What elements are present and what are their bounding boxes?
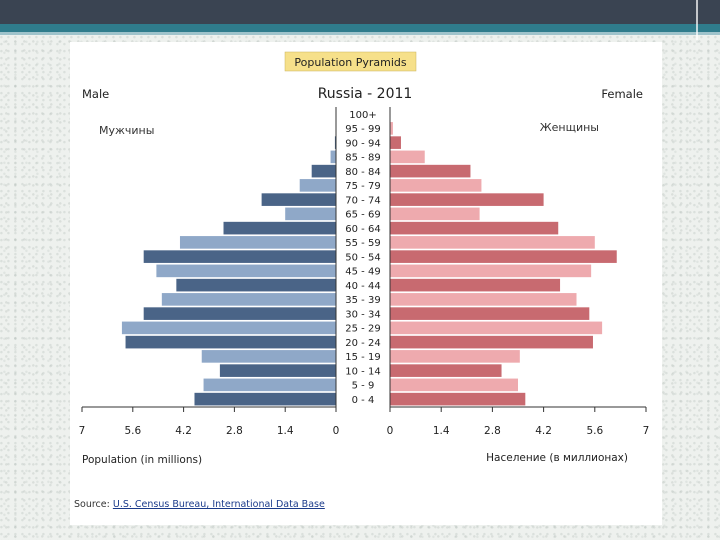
age-group-label: 85 - 89 xyxy=(345,153,380,164)
female-bar xyxy=(390,150,425,164)
age-group-label: 40 - 44 xyxy=(345,281,380,292)
male-bar xyxy=(285,207,336,221)
x-tick-label: 0 xyxy=(387,425,394,437)
female-bar xyxy=(390,350,520,363)
age-group-label: 45 - 49 xyxy=(345,267,380,278)
x-tick-label: 1.4 xyxy=(433,425,450,437)
female-bar xyxy=(390,136,401,149)
age-group-label: 100+ xyxy=(349,110,376,121)
x-axis-label-left: Population (in millions) xyxy=(82,454,202,466)
male-bar xyxy=(334,136,336,149)
female-bar xyxy=(390,364,502,377)
female-bar xyxy=(390,122,393,135)
age-group-label: 80 - 84 xyxy=(345,167,380,178)
male-bar xyxy=(179,236,336,249)
x-axis-label-right: Население (в миллионах) xyxy=(486,452,628,464)
female-bar xyxy=(390,221,559,235)
age-group-label: 25 - 29 xyxy=(345,324,380,335)
age-group-label: 30 - 34 xyxy=(345,309,380,320)
age-labels: 100+ 95 - 99 90 - 94 85 - 89 80 - 84 75 - 79 7… xyxy=(345,110,380,406)
female-bar xyxy=(390,321,603,335)
slide-corner-mark xyxy=(696,0,698,40)
x-tick-label: 5.6 xyxy=(124,425,141,437)
male-bar xyxy=(261,193,336,206)
female-bar xyxy=(390,378,518,392)
female-bar xyxy=(390,392,526,406)
male-bar xyxy=(223,221,336,235)
male-bar xyxy=(219,364,336,377)
male-bar xyxy=(161,293,336,306)
x-tick-label: 2.8 xyxy=(226,425,243,437)
age-group-label: 55 - 59 xyxy=(345,238,380,249)
x-tick-label: 4.2 xyxy=(535,425,552,437)
age-group-label: 35 - 39 xyxy=(345,295,380,306)
female-bar xyxy=(390,278,561,292)
female-bar xyxy=(390,164,471,178)
chart-panel: Population Pyramids Russia - 2011 Male F… xyxy=(70,42,662,525)
female-bar xyxy=(390,207,480,221)
age-group-label: 10 - 14 xyxy=(345,366,380,377)
age-group-label: 50 - 54 xyxy=(345,252,380,263)
population-pyramid-chart: Population Pyramids Russia - 2011 Male F… xyxy=(79,51,650,466)
male-bar xyxy=(125,335,336,349)
female-bar xyxy=(390,293,577,306)
male-bar xyxy=(156,264,336,278)
chart-title: Russia - 2011 xyxy=(318,86,413,102)
slide-top-bar xyxy=(0,0,720,24)
age-group-label: 0 - 4 xyxy=(352,395,375,406)
male-bar xyxy=(203,378,336,392)
age-group-label: 75 - 79 xyxy=(345,181,380,192)
header-badge: Population Pyramids xyxy=(294,56,406,69)
x-tick-label: 7 xyxy=(643,425,650,437)
source-link[interactable]: U.S. Census Bureau, International Data B… xyxy=(112,499,325,510)
right-sublabel: Женщины xyxy=(540,121,599,134)
female-bar xyxy=(390,179,482,192)
age-group-label: 65 - 69 xyxy=(345,210,380,221)
age-group-label: 90 - 94 xyxy=(345,138,380,149)
female-bar xyxy=(390,193,544,206)
male-bar xyxy=(201,350,336,363)
source-line: Source: U.S. Census Bureau, Internationa… xyxy=(74,499,325,510)
male-bar xyxy=(194,392,336,406)
female-bar xyxy=(390,236,595,249)
age-group-label: 95 - 99 xyxy=(345,124,380,135)
age-group-label: 60 - 64 xyxy=(345,224,380,235)
female-bar xyxy=(390,335,593,349)
left-sublabel: Мужчины xyxy=(99,124,154,137)
age-group-label: 5 - 9 xyxy=(352,381,375,392)
source-prefix: Source: xyxy=(74,499,110,510)
female-bars xyxy=(390,122,617,406)
male-bar xyxy=(143,250,336,263)
male-bar xyxy=(311,164,336,178)
header-badge-bg xyxy=(284,51,417,72)
slide-accent-bar xyxy=(0,24,720,32)
x-tick-label: 4.2 xyxy=(175,425,192,437)
x-tick-label: 0 xyxy=(333,425,340,437)
x-tick-label: 7 xyxy=(79,425,86,437)
male-bars xyxy=(121,122,336,406)
female-bar xyxy=(390,264,592,278)
female-bar xyxy=(390,250,617,263)
age-group-label: 20 - 24 xyxy=(345,338,380,349)
male-bar xyxy=(330,150,336,164)
male-bar xyxy=(299,179,336,192)
age-group-label: 70 - 74 xyxy=(345,195,380,206)
male-bar xyxy=(143,307,336,320)
axis-ticks: 7 5.6 4.2 2.8 1.4 0 0 1.4 2.8 4.2 5.6 7 xyxy=(79,407,650,437)
x-tick-label: 1.4 xyxy=(277,425,294,437)
age-group-label: 15 - 19 xyxy=(345,352,380,363)
slide-accent-line xyxy=(0,32,720,35)
left-header: Male xyxy=(82,87,109,101)
male-bar xyxy=(176,278,336,292)
male-bar xyxy=(121,321,336,335)
x-tick-label: 2.8 xyxy=(484,425,501,437)
right-header: Female xyxy=(601,87,643,101)
x-tick-label: 5.6 xyxy=(586,425,603,437)
female-bar xyxy=(390,307,590,320)
